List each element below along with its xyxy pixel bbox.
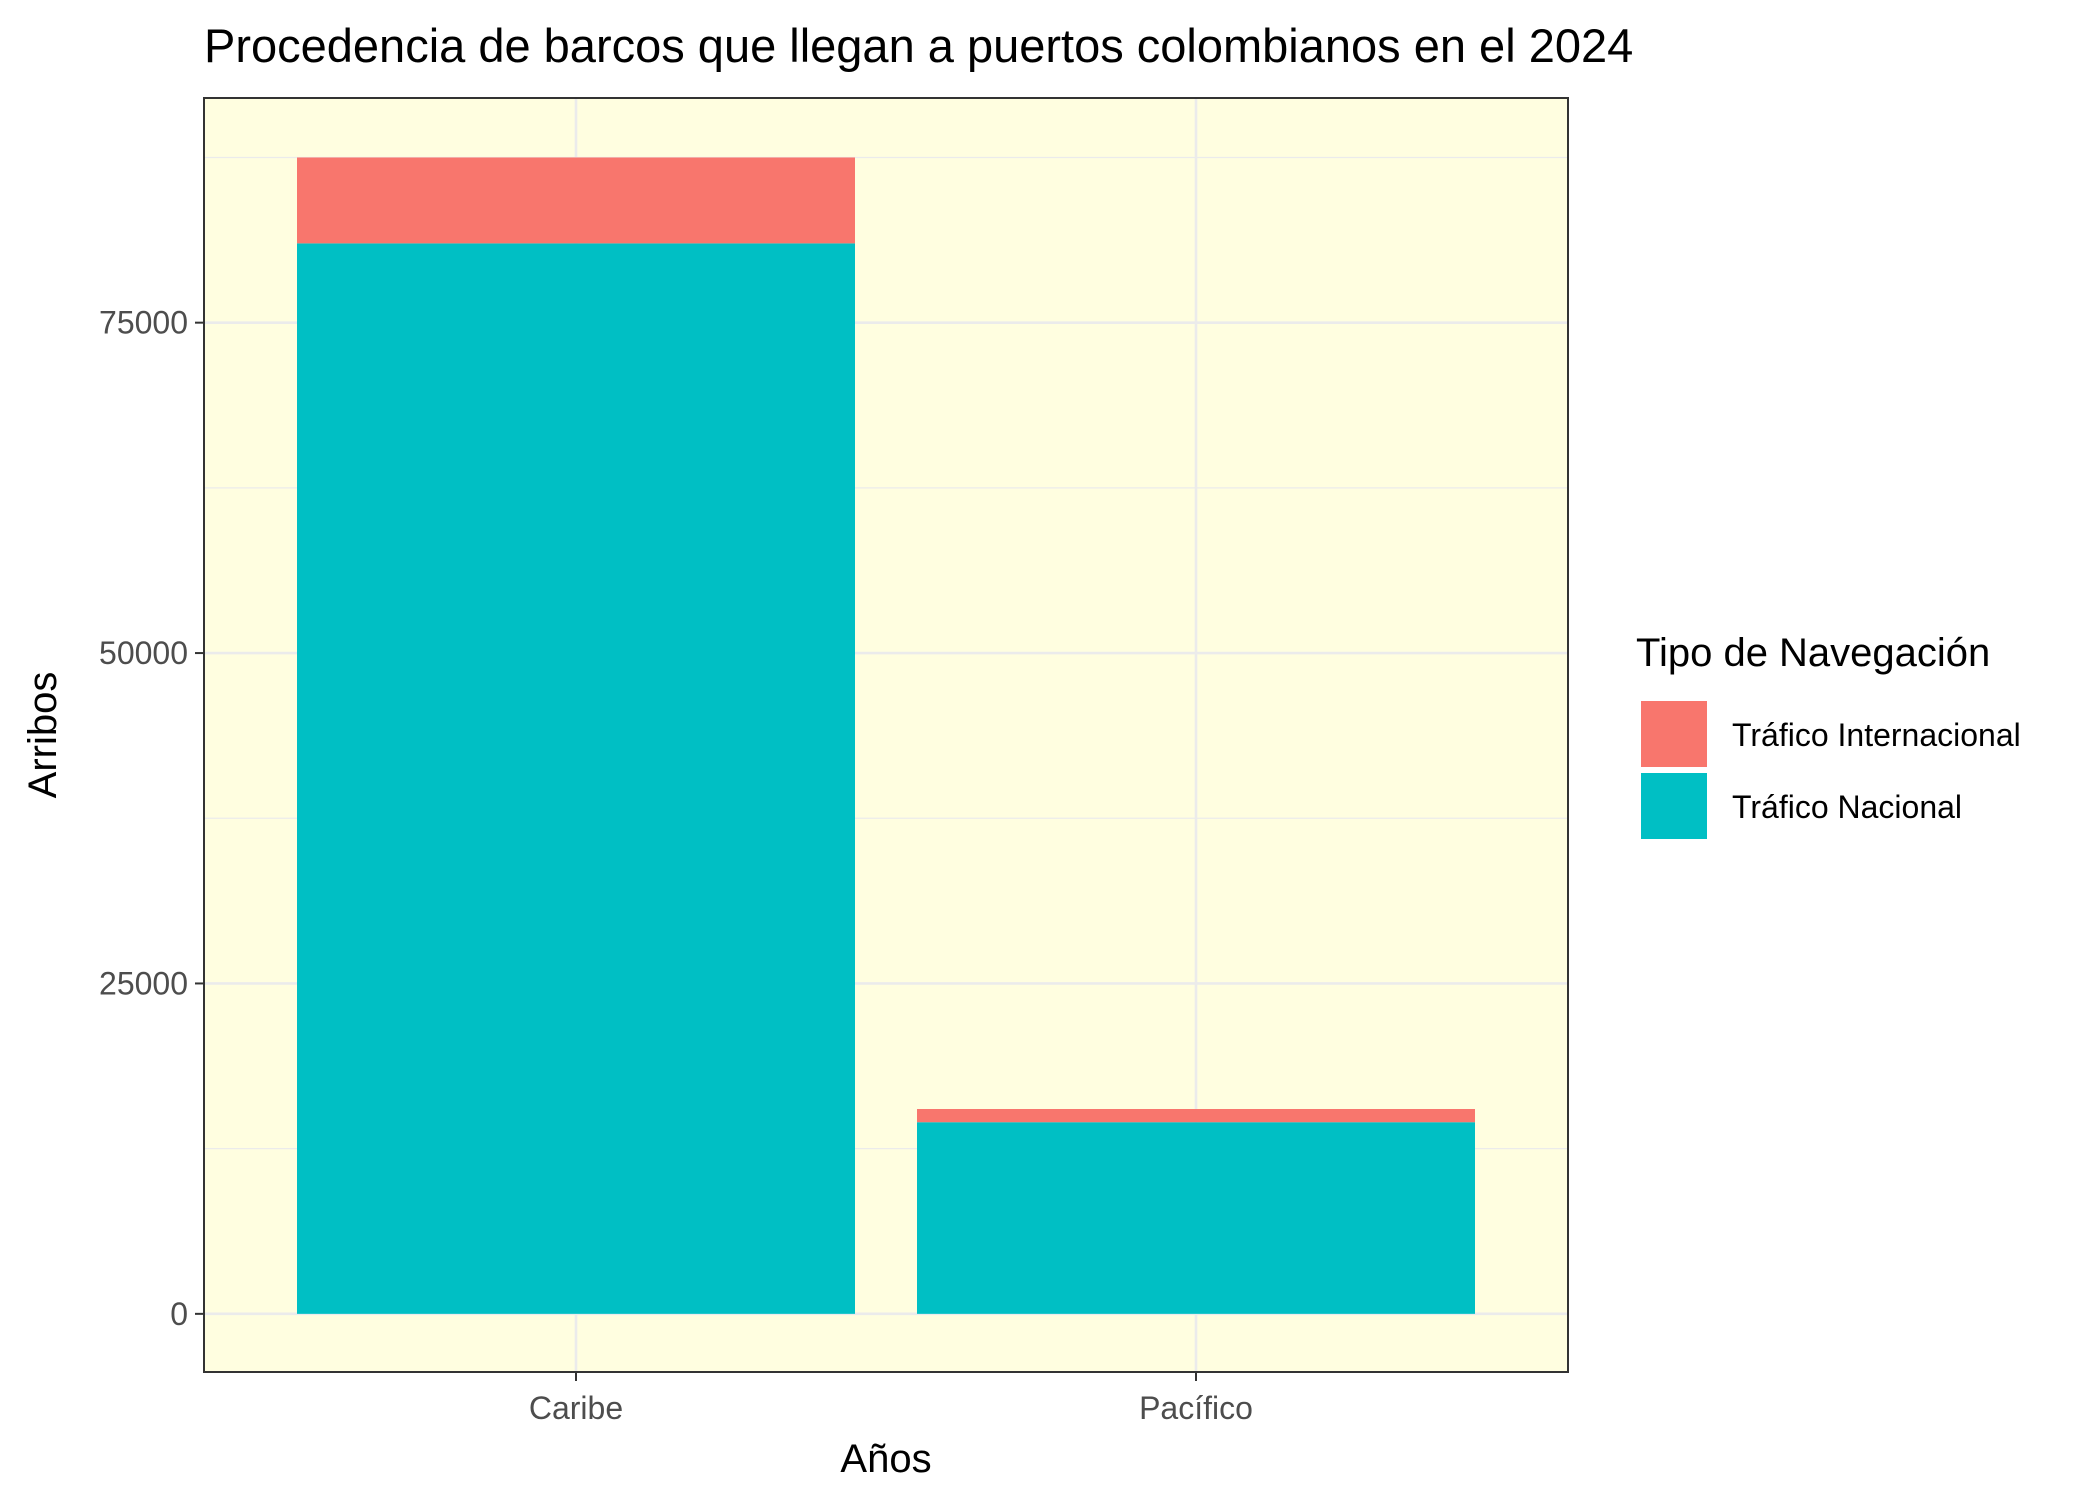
bar-trafico-nacional: [297, 243, 855, 1314]
legend-key: [1639, 771, 1709, 841]
y-tick-label: 25000: [99, 965, 188, 1001]
legend-title: Tipo de Navegación: [1636, 631, 1990, 675]
y-tick-label: 75000: [99, 305, 188, 341]
x-tick-label: Pacífico: [1139, 1390, 1253, 1426]
bar-trafico-internacional: [297, 157, 855, 244]
legend-key: [1639, 699, 1709, 769]
bars: [297, 157, 1475, 1314]
x-axis-title: Años: [840, 1437, 931, 1481]
x-axis: Caribe Pacífico: [529, 1372, 1253, 1426]
bar-trafico-nacional: [917, 1122, 1475, 1314]
y-tick-label: 0: [170, 1296, 188, 1332]
bar-trafico-internacional: [917, 1109, 1475, 1123]
legend-label: Tráfico Nacional: [1732, 789, 1962, 825]
legend: Tipo de Navegación Tráfico Internacional…: [1636, 631, 2021, 841]
legend-label: Tráfico Internacional: [1732, 717, 2021, 753]
y-tick-label: 50000: [99, 635, 188, 671]
plot-border: [203, 97, 1569, 1373]
y-axis: 0 25000 50000 75000: [99, 305, 204, 1332]
y-axis-title: Arribos: [21, 672, 65, 799]
x-tick-label: Caribe: [529, 1390, 623, 1426]
chart-title: Procedencia de barcos que llegan a puert…: [204, 19, 1633, 72]
